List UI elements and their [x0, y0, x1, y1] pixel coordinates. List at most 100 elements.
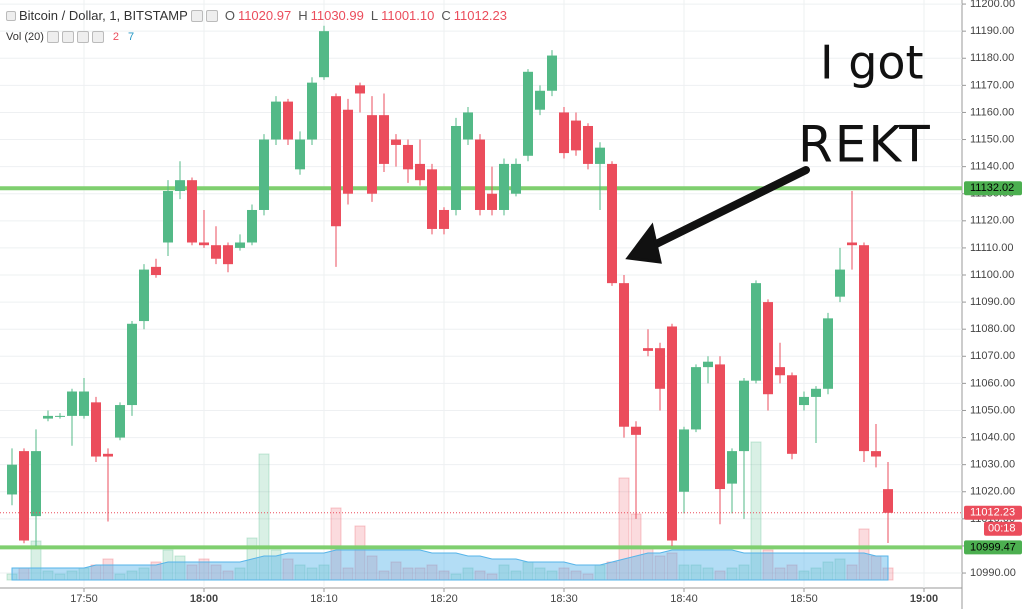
volume-ma-area: [11, 549, 889, 581]
candle-body: [367, 115, 377, 194]
candle-body: [775, 367, 785, 376]
y-tick-label: 11030.00: [970, 459, 1015, 471]
candle-body: [127, 323, 137, 406]
x-tick-label: 18:20: [430, 593, 458, 605]
symbol-legend: Bitcoin / Dollar, 1, BITSTAMP O 11020.97 …: [6, 8, 507, 23]
candle-body: [655, 348, 665, 389]
ohlc-letter: O: [224, 8, 235, 23]
candle-body: [547, 55, 557, 91]
candle-body: [103, 453, 113, 457]
candle-body: [835, 269, 845, 297]
candle-body: [403, 144, 413, 170]
volume-title: Vol (20): [6, 31, 44, 43]
candle-body: [499, 163, 509, 210]
ohlc-value: 11020.97: [237, 8, 292, 23]
candle-body: [811, 388, 821, 397]
y-tick-label: 11090.00: [970, 296, 1015, 308]
x-tick-label: 19:00: [910, 593, 938, 605]
candle-body: [355, 85, 365, 94]
ohlc-value: 11012.23: [453, 8, 508, 23]
candle-body: [415, 163, 425, 181]
candle-body: [55, 415, 65, 417]
candle-body: [247, 209, 257, 243]
candle-body: [847, 242, 857, 246]
x-tick-label: 18:30: [550, 593, 578, 605]
candle-body: [199, 242, 209, 246]
candle-body: [343, 109, 353, 194]
candle-body: [151, 266, 161, 276]
candle-body: [703, 361, 713, 368]
close-icon[interactable]: [91, 31, 104, 43]
settings-icon[interactable]: [190, 9, 203, 22]
candle-body: [523, 71, 533, 156]
volume-legend: Vol (20) 2 7: [6, 31, 134, 43]
candle-body: [463, 112, 473, 140]
x-tick-label: 18:40: [670, 593, 698, 605]
candle-body: [739, 380, 749, 452]
candle-body: [163, 191, 173, 243]
candle-body: [295, 139, 305, 170]
volume-value: 2: [112, 31, 120, 43]
y-tick-label: 11180.00: [970, 52, 1014, 64]
price-label: 10999.47: [970, 541, 1016, 553]
arrow: [636, 166, 810, 256]
candle-body: [475, 139, 485, 210]
candle-body: [871, 451, 881, 457]
countdown: 00:18: [988, 523, 1016, 535]
candle-body: [391, 139, 401, 145]
candle-body: [271, 101, 281, 140]
candle-body: [715, 364, 725, 490]
y-tick-label: 11200.00: [970, 0, 1015, 10]
y-tick-label: 11080.00: [970, 323, 1015, 335]
last-price-box: [964, 505, 1022, 520]
candle-body: [487, 193, 497, 210]
candle-body: [595, 147, 605, 164]
y-tick-label: 11190.00: [970, 25, 1014, 37]
ohlc-letter: L: [370, 8, 379, 23]
candle-body: [331, 96, 341, 227]
price-label-box: [964, 181, 1022, 196]
y-tick-label: 11140.00: [970, 161, 1014, 173]
candle-body: [307, 82, 317, 140]
candle-body: [223, 245, 233, 265]
arrow-head: [625, 222, 662, 264]
settings-icon[interactable]: [46, 31, 59, 43]
candle-body: [175, 180, 185, 192]
candle-body: [139, 269, 149, 322]
collapse-icon[interactable]: [6, 10, 16, 21]
candle-body: [7, 464, 17, 495]
settings-icon[interactable]: [76, 31, 89, 43]
y-tick-label: 11040.00: [970, 431, 1015, 443]
candle-body: [763, 302, 773, 395]
candle-body: [799, 396, 809, 406]
y-tick-label: 11050.00: [970, 404, 1015, 416]
candle-body: [115, 405, 125, 438]
candle-body: [79, 391, 89, 416]
symbol: Bitcoin / Dollar, 1, BITSTAMP: [19, 8, 188, 23]
y-tick-label: 11070.00: [970, 350, 1015, 362]
y-tick-label: 11020.00: [970, 486, 1015, 498]
candle-body: [319, 31, 329, 78]
settings-icon[interactable]: [205, 9, 218, 22]
candle-body: [19, 451, 29, 541]
y-tick-label: 11100.00: [970, 269, 1014, 281]
ohlc-value: 11001.10: [381, 8, 435, 23]
candle-body: [751, 283, 761, 381]
candle-body: [559, 112, 569, 154]
candle-body: [787, 375, 797, 454]
x-tick-label: 18:50: [790, 593, 818, 605]
candle-body: [619, 283, 629, 427]
candle-body: [583, 125, 593, 164]
candle-body: [235, 242, 245, 248]
candle-body: [667, 326, 677, 541]
candle-body: [283, 101, 293, 140]
candle-body: [679, 429, 689, 492]
y-tick-label: 11120.00: [970, 215, 1014, 227]
settings-icon[interactable]: [61, 31, 74, 43]
candle-body: [379, 115, 389, 164]
y-tick-label: 11110.00: [970, 242, 1013, 254]
price-label-box: [964, 540, 1022, 555]
y-tick-label: 10990.00: [970, 567, 1016, 579]
candle-body: [439, 209, 449, 229]
